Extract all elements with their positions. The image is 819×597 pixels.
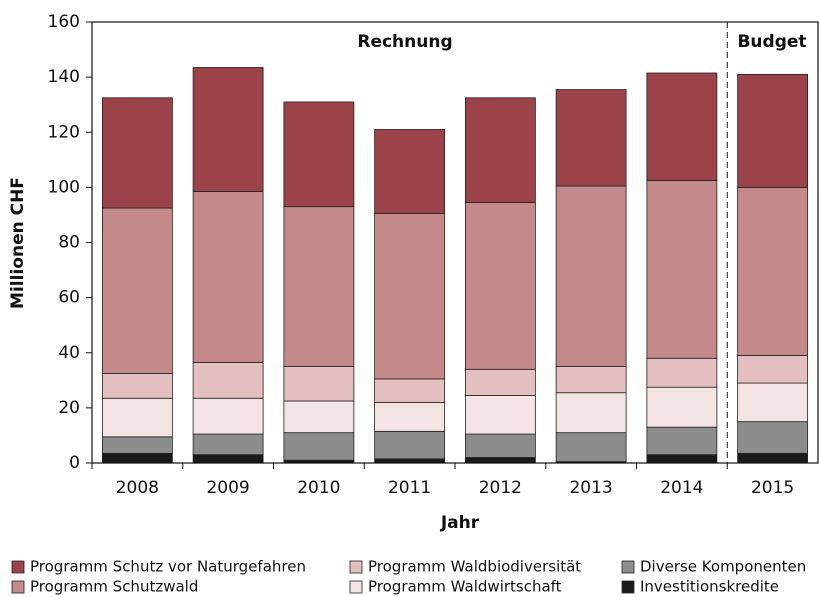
bar-segment xyxy=(101,397,173,438)
legend-swatch xyxy=(621,560,635,574)
legend-swatch xyxy=(349,580,363,594)
x-tick-label: 2014 xyxy=(660,478,703,498)
bar-segment xyxy=(374,213,446,380)
legend-label: Programm Waldbiodiversität xyxy=(368,558,581,576)
x-tick-label: 2015 xyxy=(751,478,794,498)
bar-segment xyxy=(646,454,718,464)
bar-segment xyxy=(101,452,173,464)
legend-swatch xyxy=(11,580,25,594)
legend-label: Programm Schutz vor Naturgefahren xyxy=(30,558,306,576)
y-tick-label: 20 xyxy=(58,398,80,418)
x-tick-label: 2011 xyxy=(388,478,431,498)
bar-segment xyxy=(192,191,264,363)
bar-segment xyxy=(737,421,809,454)
bar-segment xyxy=(283,101,355,208)
bar-segment xyxy=(737,452,809,464)
bar-segment xyxy=(374,129,446,214)
annotation: Rechnung xyxy=(357,32,452,52)
y-tick-label: 80 xyxy=(58,233,80,253)
x-tick-label: 2010 xyxy=(297,478,340,498)
bar-segment xyxy=(283,366,355,402)
bar-segment xyxy=(464,368,536,396)
bar-segment xyxy=(464,202,536,370)
bar-segment xyxy=(192,397,264,435)
bar-segment xyxy=(374,430,446,460)
bar-segment xyxy=(737,355,809,384)
bar-segment xyxy=(283,400,355,434)
y-tick-label: 40 xyxy=(58,343,80,363)
y-axis-title: Millionen CHF xyxy=(8,177,28,309)
y-tick-label: 60 xyxy=(58,288,80,308)
bar-segment xyxy=(737,186,809,356)
bar-segment xyxy=(737,382,809,423)
bar-segment xyxy=(464,395,536,435)
bar-segment xyxy=(192,361,264,399)
legend-label: Programm Waldwirtschaft xyxy=(368,578,562,596)
x-tick-label: 2009 xyxy=(206,478,249,498)
y-tick-label: 100 xyxy=(48,177,80,197)
bar-segment xyxy=(555,89,627,187)
bar-segment xyxy=(464,97,536,203)
bar-segment xyxy=(646,426,718,456)
y-tick-label: 160 xyxy=(48,12,80,32)
bar-segment xyxy=(192,433,264,456)
bar-segment xyxy=(192,67,264,192)
bar-segment xyxy=(646,72,718,181)
bar-segment xyxy=(646,357,718,388)
x-axis-title: Jahr xyxy=(440,513,480,533)
legend-label: Diverse Komponenten xyxy=(640,558,806,576)
bar-segment xyxy=(555,366,627,394)
bar-segment xyxy=(283,432,355,461)
bar-segment xyxy=(192,454,264,464)
bar-segment xyxy=(646,386,718,428)
bar-segment xyxy=(101,97,173,209)
bar-segment xyxy=(374,458,446,464)
legend-swatch xyxy=(11,560,25,574)
legend-swatch xyxy=(621,580,635,594)
legend-label: Programm Schutzwald xyxy=(30,578,198,596)
bar-segment xyxy=(737,73,809,188)
bar-segment xyxy=(555,392,627,434)
y-tick-label: 120 xyxy=(48,122,80,142)
plot-frame xyxy=(91,21,819,464)
legend-swatch xyxy=(349,560,363,574)
annotation: Budget xyxy=(737,32,806,52)
bar-segment xyxy=(555,185,627,367)
legend-label: Investitionskredite xyxy=(640,578,779,596)
bar-segment xyxy=(101,373,173,399)
bar-segment xyxy=(464,433,536,458)
x-tick-label: 2013 xyxy=(569,478,612,498)
bar-segment xyxy=(101,207,173,374)
y-tick-label: 140 xyxy=(48,67,80,87)
bar-segment xyxy=(374,378,446,403)
bar-segment xyxy=(464,457,536,464)
bar-segment xyxy=(101,436,173,454)
bar-segment xyxy=(374,401,446,432)
bar-segment xyxy=(283,206,355,367)
bar-segment xyxy=(555,432,627,463)
bar-segment xyxy=(646,180,718,359)
x-tick-label: 2008 xyxy=(116,478,159,498)
x-tick-label: 2012 xyxy=(479,478,522,498)
y-tick-label: 0 xyxy=(69,453,80,473)
